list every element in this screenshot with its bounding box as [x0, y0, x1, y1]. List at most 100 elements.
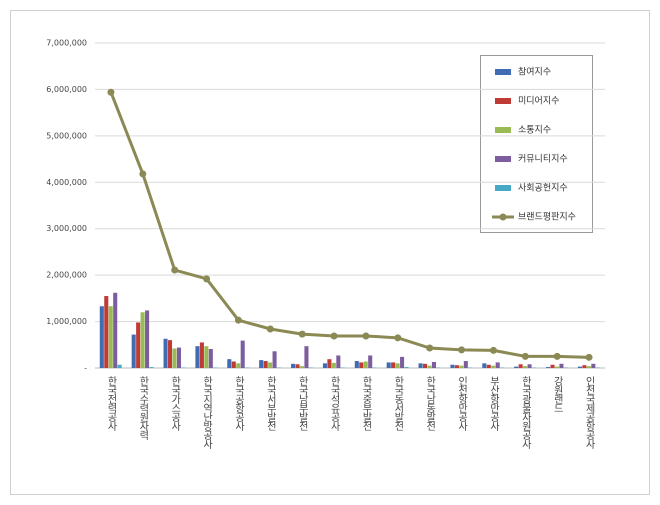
bar [450, 364, 455, 368]
bar [236, 363, 241, 368]
line-marker [330, 332, 338, 340]
bar [149, 367, 154, 368]
line [109, 91, 590, 359]
bar [391, 362, 396, 368]
bar [304, 346, 309, 368]
bar [291, 363, 296, 368]
legend-marker [499, 213, 507, 221]
bar [199, 342, 204, 368]
legend-label: 소통지수 [518, 125, 551, 136]
y-tick-label: 4,000,000 [46, 178, 87, 187]
bar [354, 361, 359, 368]
line-marker [553, 352, 561, 360]
bar [459, 365, 464, 368]
line-marker [203, 275, 211, 283]
bar [514, 366, 519, 368]
bar [108, 306, 113, 368]
bar [582, 365, 587, 368]
bar [263, 361, 268, 368]
bar [577, 366, 582, 368]
bar [99, 306, 104, 368]
bar [268, 362, 273, 368]
y-tick-label: 1,000,000 [46, 317, 87, 326]
bar [145, 310, 150, 368]
y-tick-label: - [84, 364, 87, 373]
x-tick-label: 인천항만공사 [456, 376, 468, 432]
x-tick-label: 한국수력원자력 [137, 376, 149, 441]
legend-label: 미디어지수 [518, 96, 559, 107]
y-tick-label: 2,000,000 [46, 271, 87, 280]
bar [495, 362, 500, 368]
x-tick-label: 한국서부발전 [264, 376, 276, 431]
legend-swatch [495, 69, 511, 75]
x-tick-label: 한국가스공사 [169, 376, 181, 432]
bar [400, 356, 405, 368]
x-tick-label: 한국석유공사 [328, 376, 340, 432]
x-tick-label: 한국남부발전 [296, 376, 308, 431]
legend-box [480, 55, 593, 233]
bar [331, 362, 336, 368]
bar [131, 334, 136, 368]
bar [327, 359, 332, 368]
bar [231, 361, 236, 368]
bar [486, 364, 491, 368]
legend-swatch [495, 185, 511, 191]
bar [491, 365, 496, 368]
bar [227, 359, 232, 368]
bar [359, 362, 364, 368]
bar [295, 364, 300, 368]
line-marker [266, 325, 274, 333]
bar [208, 348, 213, 368]
bar [550, 364, 555, 368]
bar [322, 363, 327, 368]
x-tick-label: 강원랜드 [551, 376, 563, 412]
bar [586, 366, 591, 368]
bar [117, 364, 122, 368]
legend-swatch [495, 156, 511, 162]
line-marker [107, 88, 115, 96]
x-tick-label: 한국광물자원공사 [519, 376, 531, 450]
x-tick-label: 인천국제공항공사 [583, 376, 595, 450]
bar [431, 361, 436, 368]
bar [363, 361, 368, 368]
line-marker [171, 266, 179, 274]
y-tick-label: 3,000,000 [46, 224, 87, 233]
bar [167, 340, 173, 368]
bar [395, 363, 400, 368]
line-marker [234, 316, 242, 324]
bar [240, 340, 245, 368]
legend-swatch [495, 98, 511, 104]
line-marker [458, 346, 466, 354]
x-tick-label: 부산항만공사 [487, 376, 499, 432]
x-tick-label: 한국남동발전 [424, 376, 436, 431]
x-tick-label: 한국전력공사 [105, 376, 117, 432]
bar [422, 363, 428, 368]
line-marker [585, 353, 593, 361]
bar [427, 365, 432, 368]
bar [113, 292, 118, 368]
bar [404, 367, 409, 368]
y-tick-label: 5,000,000 [46, 131, 87, 140]
bar [554, 366, 560, 368]
bar [482, 363, 487, 368]
x-tick-label: 한국공항공사 [232, 376, 244, 432]
bar [368, 355, 373, 368]
bar [172, 348, 177, 368]
bar [272, 351, 277, 368]
bar [546, 367, 551, 368]
bar [559, 363, 564, 368]
bar [336, 355, 341, 368]
y-tick-label: 7,000,000 [46, 39, 87, 48]
bar [259, 360, 264, 368]
line-marker [298, 330, 306, 338]
bar [591, 363, 596, 368]
bar [140, 312, 145, 368]
x-tick-label: 한국동서발전 [392, 376, 404, 431]
x-tick-label: 한국중부발전 [360, 376, 372, 431]
line-marker [362, 332, 370, 340]
line-marker [426, 344, 434, 352]
legend-swatch [495, 127, 511, 133]
bar [386, 362, 391, 368]
bar [527, 364, 532, 368]
